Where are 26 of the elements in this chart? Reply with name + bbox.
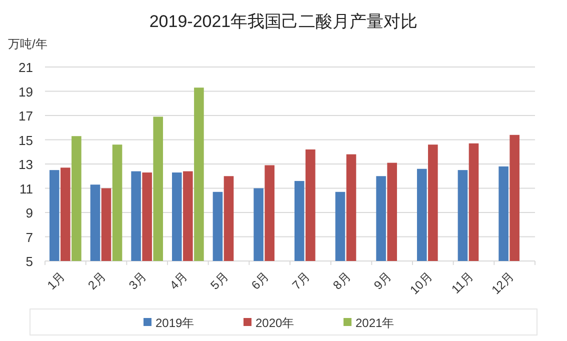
legend-label: 2021年	[356, 316, 394, 330]
y-tick-label: 13	[18, 157, 33, 172]
legend-label: 2019年	[156, 316, 194, 330]
y-tick-label: 5	[26, 254, 33, 269]
x-tick-label: 7月	[289, 269, 313, 292]
x-tick-label: 5月	[208, 269, 231, 292]
x-tick-label: 10月	[407, 269, 436, 298]
y-tick-label: 17	[18, 108, 33, 124]
y-axis-title: 万吨/年	[8, 37, 48, 51]
y-tick-label: 19	[18, 84, 33, 100]
legend-label: 2020年	[256, 316, 294, 330]
x-tick-label: 2月	[85, 269, 108, 292]
x-tick-label: 1月	[44, 269, 68, 292]
x-tick-label: 6月	[248, 269, 272, 292]
x-tick-label: 9月	[371, 269, 394, 292]
chart-title: 2019-2021年我国己二酸月产量对比	[149, 12, 418, 31]
y-tick-label: 15	[18, 132, 33, 148]
x-tick-label: 11月	[448, 269, 476, 296]
x-tick-label: 3月	[126, 269, 150, 292]
y-tick-label: 9	[26, 206, 33, 220]
x-tick-label: 12月	[488, 269, 517, 298]
y-tick-label: 7	[26, 230, 33, 245]
x-tick-label: 4月	[166, 269, 190, 292]
y-tick-label: 21	[18, 60, 33, 75]
y-tick-label: 11	[20, 181, 33, 196]
x-tick-label: 8月	[330, 269, 354, 292]
